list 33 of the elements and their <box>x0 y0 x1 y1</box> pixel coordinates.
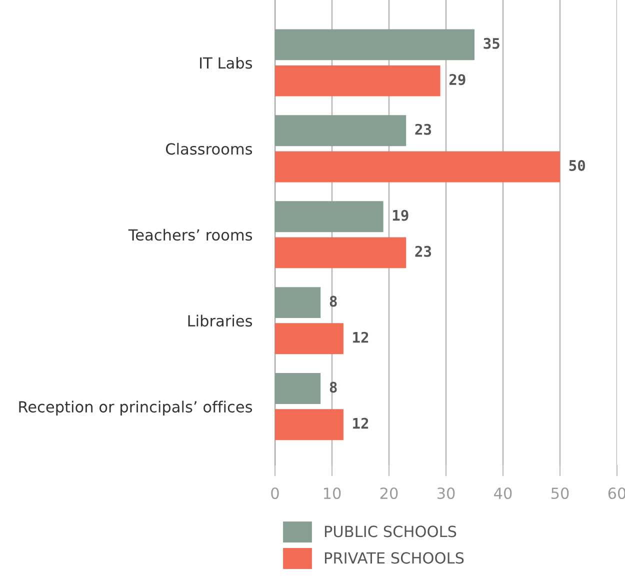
y-tick-label: Reception or principals’ offices <box>19 400 252 416</box>
data-label: 23 <box>415 124 432 135</box>
legend-label: PUBLIC SCHOOLS <box>324 526 456 538</box>
data-label: 23 <box>415 246 432 257</box>
bar <box>275 323 344 354</box>
bar <box>275 151 560 182</box>
data-label: 29 <box>449 74 466 86</box>
bar <box>275 115 406 146</box>
bar <box>275 29 474 60</box>
data-label: 12 <box>353 418 368 429</box>
y-tick-label: Teachers’ rooms <box>128 228 252 241</box>
x-tick-label: 0 <box>271 487 279 500</box>
data-label: 12 <box>353 332 368 343</box>
bar <box>275 201 384 232</box>
bar <box>275 237 406 268</box>
bar <box>275 287 321 318</box>
y-tick-label: IT Labs <box>200 56 252 69</box>
data-label: 35 <box>484 38 500 49</box>
legend-label: PRIVATE SCHOOLS <box>324 552 464 564</box>
x-tick-label: 30 <box>437 487 455 500</box>
data-label: 8 <box>330 296 337 307</box>
data-label: 8 <box>330 382 337 393</box>
x-tick-label: 20 <box>380 487 398 500</box>
x-tick-label: 40 <box>494 487 512 500</box>
bar <box>275 65 440 96</box>
x-tick-label: 50 <box>551 487 569 500</box>
bar <box>275 409 344 440</box>
data-label: 19 <box>392 210 408 221</box>
bar <box>275 373 321 404</box>
x-tick-label: 10 <box>324 487 341 500</box>
y-tick-label: Libraries <box>188 314 252 327</box>
y-tick-label: Classrooms <box>166 142 252 155</box>
data-label: 50 <box>569 160 586 171</box>
